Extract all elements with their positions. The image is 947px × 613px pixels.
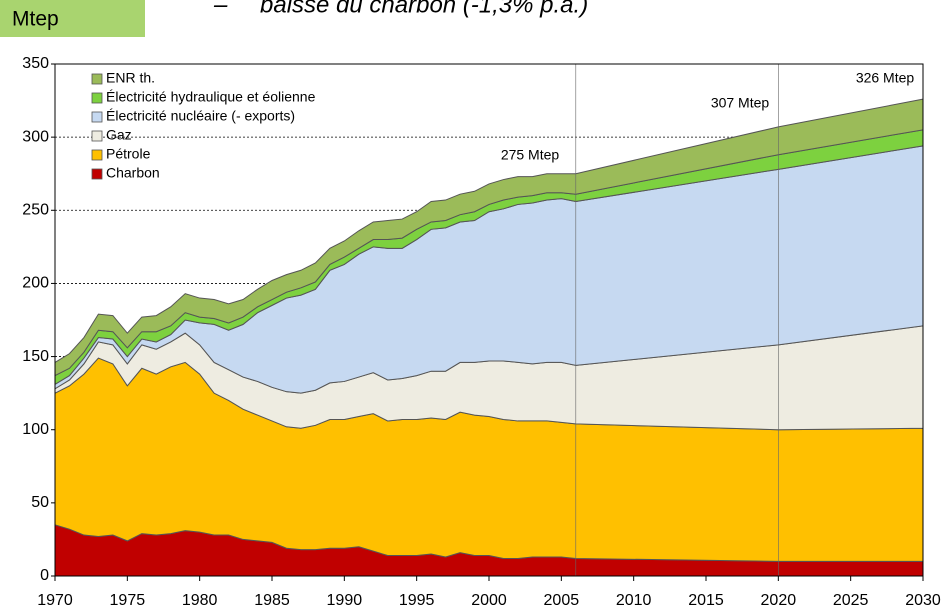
legend-swatch [91,92,103,104]
x-tick-label: 2030 [905,592,941,609]
x-tick-label: 2010 [616,592,652,609]
x-tick-label: 1990 [327,592,363,609]
legend-label: Pétrole [106,146,151,162]
chart-title: Mtep [12,8,59,31]
y-tick-label: 50 [31,494,49,511]
legend-label: Électricité nucléaire (- exports) [106,108,295,124]
subtitle-bullet: – [213,0,228,18]
x-tick-label: 1985 [254,592,290,609]
legend-swatch [91,168,103,180]
plot: 0 50 100 150 200 250 300 350 1970 1975 1980 1985 199… [22,55,941,609]
annotation: 275 Mtep [501,147,560,163]
x-tick-label: 1995 [399,592,435,609]
y-tick-label: 300 [22,128,49,145]
x-tick-label: 2005 [544,592,580,609]
legend-label: Charbon [106,165,160,181]
legend-swatch [91,111,103,123]
y-tick-label: 250 [22,202,49,219]
y-tick-label: 0 [40,567,49,584]
y-tick-label: 350 [22,55,49,72]
subtitle: baisse du charbon (-1,3% p.a.) [260,0,588,18]
annotation: 307 Mtep [711,95,770,111]
y-tick-label: 100 [22,421,49,438]
x-tick-label: 1980 [182,592,218,609]
y-tick-label: 200 [22,275,49,292]
title-box [0,0,145,37]
y-tick-label: 150 [22,348,49,365]
legend-label: ENR th. [106,70,155,86]
legend-swatch [91,149,103,161]
x-tick-label: 1975 [110,592,146,609]
x-tick-label: 1970 [37,592,73,609]
legend-label: Électricité hydraulique et éolienne [106,89,316,105]
x-tick-label: 2000 [471,592,507,609]
legend-swatch [91,73,103,85]
x-tick-label: 2025 [833,592,869,609]
legend-swatch [91,130,103,142]
annotation: 326 Mtep [856,70,915,86]
legend-label: Gaz [106,127,132,143]
x-tick-label: 2015 [688,592,724,609]
x-tick-label: 2020 [761,592,797,609]
